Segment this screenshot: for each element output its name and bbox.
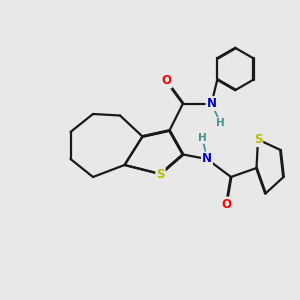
Text: N: N bbox=[206, 97, 217, 110]
Text: O: O bbox=[161, 74, 172, 88]
Text: S: S bbox=[254, 133, 262, 146]
Text: S: S bbox=[156, 167, 165, 181]
Text: H: H bbox=[198, 133, 207, 143]
Text: N: N bbox=[202, 152, 212, 166]
Text: H: H bbox=[216, 118, 225, 128]
Text: O: O bbox=[221, 197, 232, 211]
